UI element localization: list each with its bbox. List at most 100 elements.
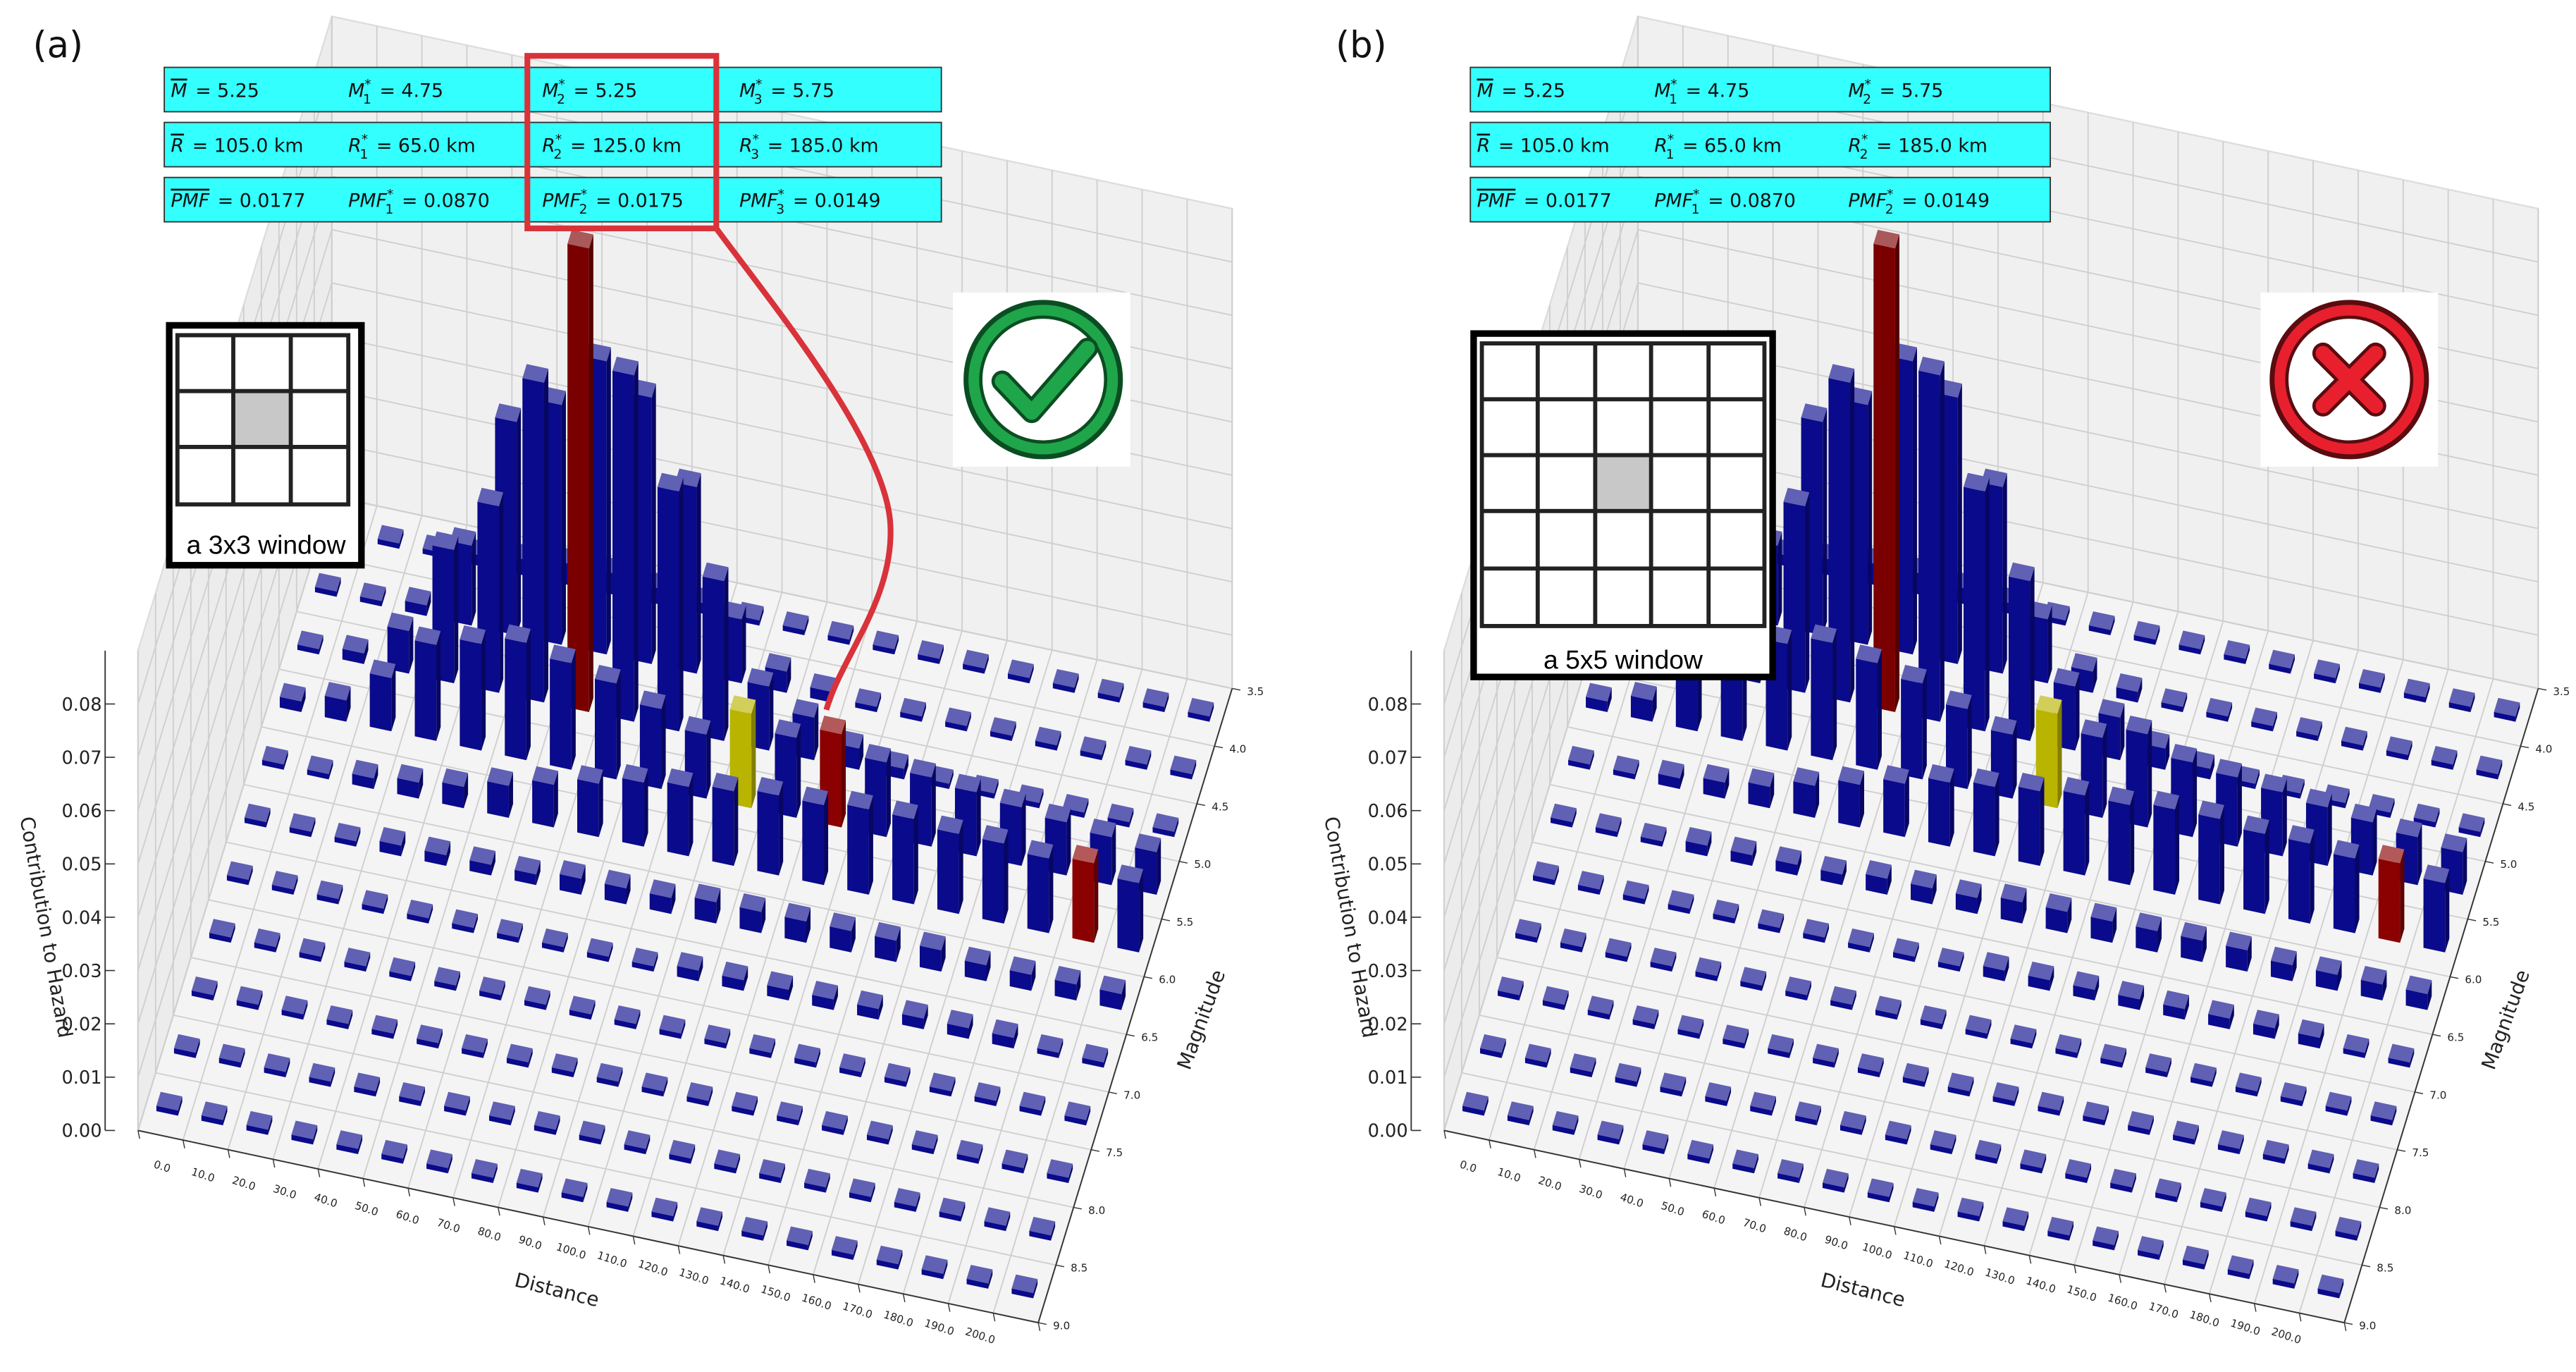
bar-side [904,754,908,780]
bar-front [1188,711,1210,722]
bar [1125,745,1152,770]
x-tick-label: 120.0 [1942,1257,1976,1279]
bar-front [1930,1144,1952,1155]
bar-top [1875,996,1902,1015]
bar-side [419,768,424,799]
bar-front [2155,1192,2177,1203]
bar-front [2038,1105,2060,1116]
bar-top [264,1053,290,1072]
bar-top [2138,1236,2164,1255]
bar-top [261,745,288,765]
bar-front [2128,1125,2150,1135]
bar-side [2147,720,2152,828]
bar [218,1043,245,1068]
bar-top [2073,971,2100,990]
bar-side [1501,1039,1506,1058]
bar-front [1142,702,1165,713]
x-tick [1533,1149,1536,1158]
bar-front [2494,711,2516,722]
bar-top [1135,833,1161,852]
bar-side [788,976,794,1000]
bar-front [2073,985,2095,1000]
bar-side [833,985,838,1010]
bar-side [966,711,971,732]
bar-side [2380,673,2385,693]
y-tick-label: 6.0 [2465,974,2482,986]
bar-side [1932,874,1937,905]
bar-top [209,919,235,938]
subscript: 3 [754,92,763,107]
bar-front [911,1144,934,1155]
bar-front [218,1058,241,1068]
bar-front [264,1067,286,1077]
bar-side [1689,894,1694,914]
bar-front [261,759,284,770]
bar [2020,1149,2047,1174]
bar-top [2182,1245,2209,1265]
bar-side [321,943,326,962]
value: = 0.0870 [402,190,490,212]
bar [2161,688,2188,713]
z-tick-label: 0.03 [61,961,101,982]
bar-top [1748,768,1775,788]
bar-side [2284,1144,2289,1164]
bar [2018,772,2045,866]
bar-top [2370,1101,2397,1120]
y-tick [2415,1091,2424,1094]
bar-front [2063,790,2085,876]
bar-side [1889,1182,1894,1203]
bar-side [1536,923,1541,943]
bar-top [352,759,378,778]
bar-front [452,923,474,933]
bar-top [254,928,281,948]
bar [369,659,396,732]
bar-front [794,1058,816,1068]
bar-front [892,814,914,905]
bar-side [1967,694,1972,790]
bar-front [1072,859,1095,943]
bar-front [1885,1134,1907,1145]
bar-side [436,631,441,741]
bar-top [362,890,388,909]
subscript: 2 [1885,202,1894,217]
z-tick-label: 0.02 [61,1015,101,1036]
bar-top [1902,1062,1929,1082]
bar-top [1822,1168,1849,1188]
check-mark [994,341,1095,420]
x-tick-label: 50.0 [353,1199,380,1219]
bar-top [1037,1034,1064,1053]
bar [1577,871,1604,895]
bar-front [919,945,942,972]
bar-side [2345,789,2350,809]
bar [156,1091,183,1116]
bar-front [524,1000,546,1010]
x-tick-label: 30.0 [271,1182,298,1202]
bar-top [1097,678,1124,697]
bar-front [2403,692,2426,703]
bar-front [1957,1211,1980,1222]
bar-top [1052,668,1079,688]
bar [782,611,809,636]
bar-front [1911,883,1933,905]
bar-top [1524,1043,1551,1062]
bar-front [884,1077,906,1087]
bar-top [849,1178,875,1197]
bar [2108,786,2135,886]
bar [524,986,550,1010]
bar [2358,668,2385,693]
bar-side [1627,943,1632,962]
bar-top [218,1043,245,1062]
bar-side [2245,644,2250,664]
bar-side [2077,1039,2082,1058]
bar-front [1730,850,1753,866]
bar [2288,825,2315,924]
bar [1054,965,1081,1001]
superscript: * [1864,78,1871,92]
bar-side [2257,1077,2262,1097]
bar-front [1047,1172,1069,1183]
x-tick-label: 180.0 [882,1308,915,1330]
bar-side [2425,683,2430,703]
bar-side [2357,1221,2362,1241]
x-tick-label: 200.0 [2270,1325,2303,1347]
bar-top [2423,864,2450,883]
